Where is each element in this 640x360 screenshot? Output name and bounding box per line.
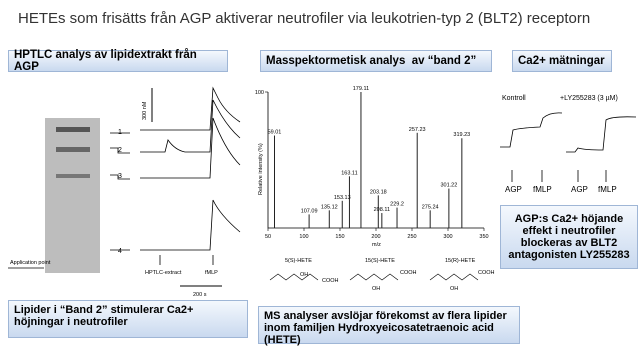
group: COOH [400, 270, 417, 276]
plate [45, 118, 100, 273]
trace [140, 117, 241, 179]
stimulus: AGP [571, 185, 588, 194]
peak-label: 275.24 [422, 204, 439, 210]
slide-title: HETEs som frisätts från AGP aktiverar ne… [18, 10, 591, 27]
x-tick-label: 250 [407, 234, 416, 240]
stimulus: fMLP [598, 185, 617, 194]
condition: +LY255283 (3 µM) [560, 95, 618, 102]
band [56, 174, 90, 178]
peak-label: 163.11 [341, 170, 357, 176]
trace [140, 86, 241, 131]
x-tick-label: 100 [299, 234, 308, 240]
group: OH [450, 286, 458, 292]
peak-label: 208.11 [374, 207, 390, 213]
peak-label: 319.23 [453, 132, 470, 138]
caption: Lipider i “Band 2” stimulerar Ca2+ höjni… [8, 300, 248, 338]
brackets [110, 132, 130, 251]
stimulus: HPTLC-extract [145, 270, 182, 276]
x-tick-label: 350 [479, 234, 488, 240]
stimulus: fMLP [205, 270, 218, 276]
x-tick-label: 150 [335, 234, 344, 240]
band-label: 2 [118, 147, 122, 154]
structure-name: 5(S)-HETE [285, 258, 312, 264]
trace [566, 116, 637, 153]
peak-label: 203.18 [370, 189, 387, 195]
x-tick-label: 50 [265, 234, 271, 240]
trace [140, 199, 241, 251]
group: OH [300, 272, 308, 278]
structure [269, 273, 479, 281]
caption: AGP:s Ca2+ höjande effekt i neutrofiler … [500, 205, 638, 269]
band-label: 1 [118, 129, 122, 136]
peak-label: 107.09 [301, 208, 318, 214]
peak-label: 301.22 [440, 183, 457, 189]
section-heading: HPTLC analys av lipidextrakt från AGP [8, 49, 228, 73]
x-tick-label: 200 [371, 234, 380, 240]
stimulus: fMLP [533, 185, 552, 194]
label: Application point [10, 260, 51, 266]
trace [140, 99, 241, 153]
group: COOH [322, 278, 339, 284]
peak-label: 135.12 [321, 204, 338, 210]
structure-name: 15(S)-HETE [365, 258, 395, 264]
y-axis-label: Relative intensity (%) [258, 143, 264, 195]
condition: Kontroll [502, 95, 526, 102]
stimulus: AGP [505, 185, 522, 194]
peak-label: 59.01 [268, 130, 282, 136]
peak-label: 153.13 [334, 195, 351, 201]
band-label: 3 [118, 173, 122, 180]
band [56, 127, 90, 132]
section-heading: Masspektormetisk analys av “band 2” [260, 50, 492, 72]
trace [500, 112, 563, 148]
y-tick-label: 100 [255, 90, 264, 96]
band [56, 147, 90, 152]
peak-label: 229.2 [390, 202, 404, 208]
section-heading: Ca2+ mätningar [512, 50, 612, 72]
peak-label: 257.23 [409, 127, 426, 133]
group: OH [372, 286, 380, 292]
arrow [159, 255, 214, 265]
x-tick-label: 300 [443, 234, 452, 240]
group: COOH [478, 270, 495, 276]
scale-label: 300 nM [142, 101, 148, 120]
caption: MS analyser avslöjar förekomst av flera … [258, 306, 520, 346]
arrow [511, 170, 607, 182]
peak-label: 179.11 [353, 86, 369, 92]
x-axis-label: m/z [372, 242, 381, 248]
time-label: 200 s [193, 292, 207, 298]
band-label: 4 [118, 248, 122, 255]
structure-name: 15(R)-HETE [445, 258, 476, 264]
